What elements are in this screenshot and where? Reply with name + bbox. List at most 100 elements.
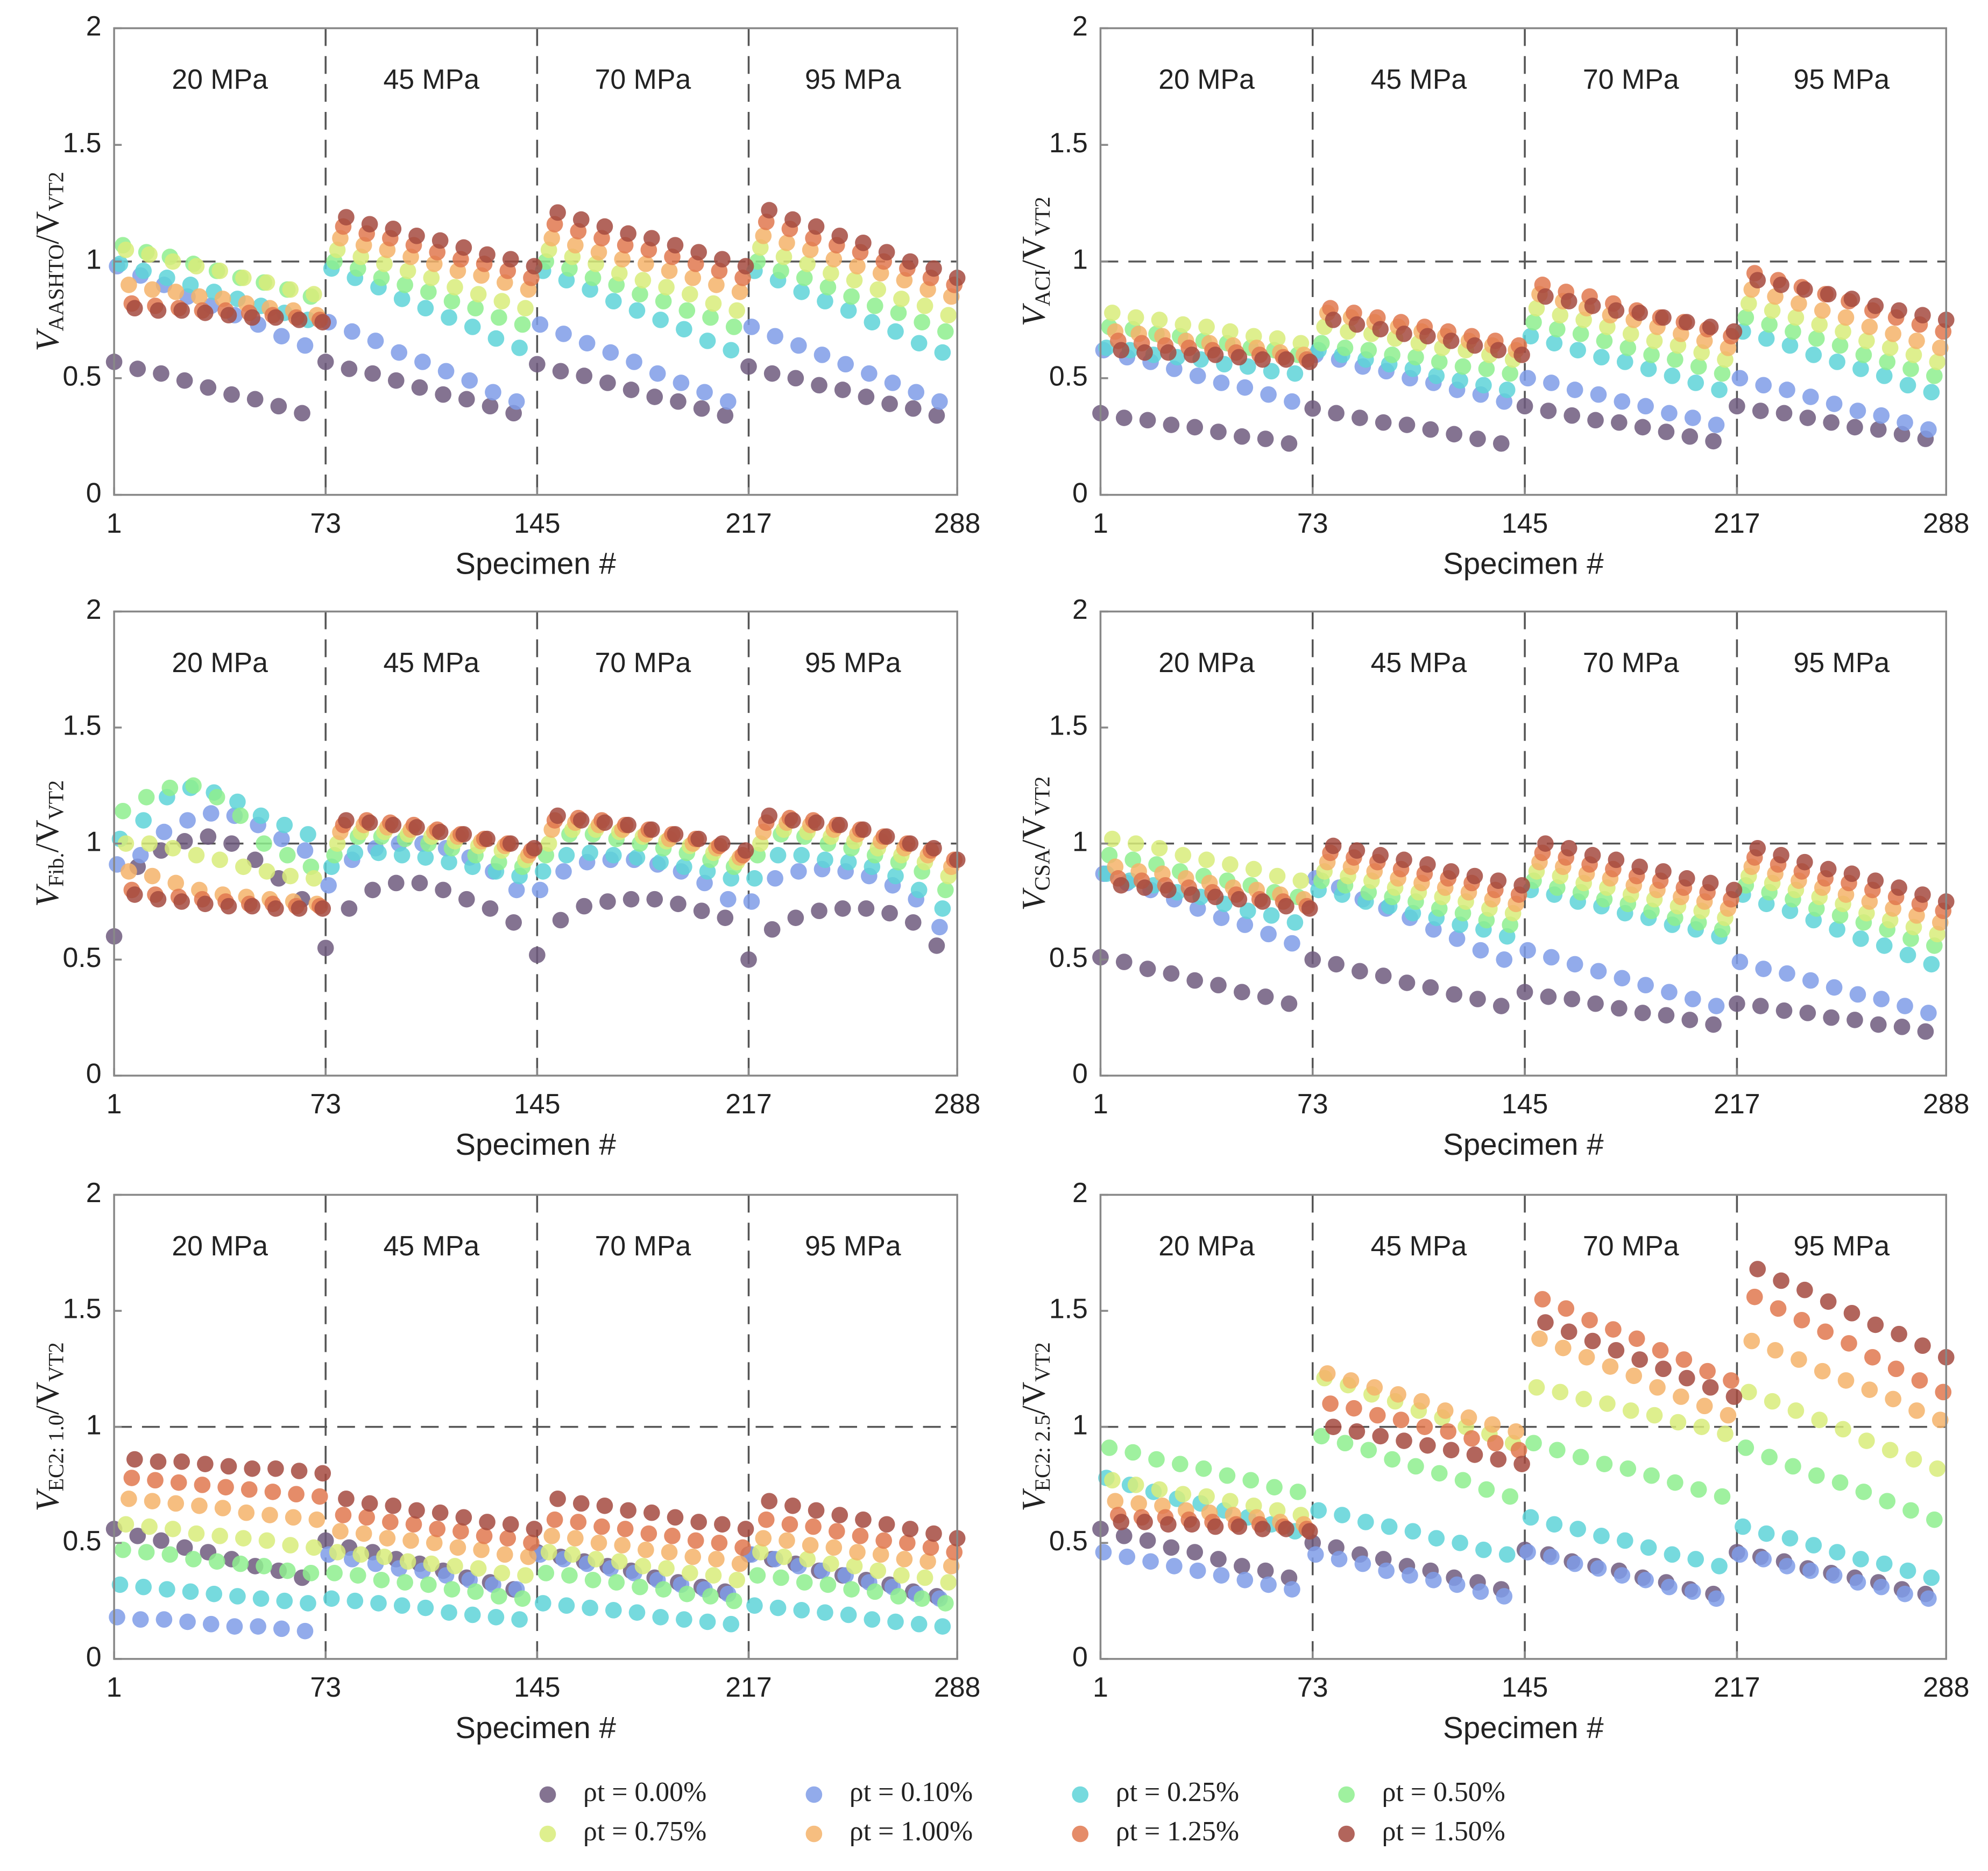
point [1369, 1407, 1386, 1424]
point [1781, 337, 1799, 354]
point [840, 853, 857, 871]
point [1731, 954, 1749, 970]
point [431, 823, 449, 841]
point [482, 398, 499, 415]
point [1873, 407, 1890, 424]
point [1508, 1423, 1524, 1440]
point [206, 1585, 223, 1602]
point [887, 1613, 904, 1630]
point [1731, 370, 1749, 387]
point [202, 1615, 220, 1633]
point [455, 239, 472, 256]
point [626, 354, 642, 370]
point [1163, 1539, 1180, 1556]
point [1614, 1567, 1631, 1584]
point [411, 379, 428, 396]
point [1587, 412, 1604, 429]
point [161, 779, 179, 796]
point [1207, 888, 1224, 906]
point [628, 302, 646, 319]
point [1528, 300, 1545, 317]
point [1558, 1300, 1575, 1317]
point [194, 1477, 211, 1493]
point [596, 1497, 613, 1514]
point [811, 902, 827, 920]
point [1484, 1416, 1501, 1433]
point [1331, 1551, 1348, 1568]
point [1522, 1509, 1539, 1526]
point [1475, 377, 1492, 394]
point [752, 1544, 769, 1561]
panel: 20 MPa 45 MPa 70 MPa 95 MPa 0 0.5 1 1.5 2 1 73 145 2… [1016, 1177, 1970, 1745]
point [540, 1544, 557, 1561]
point [1796, 853, 1813, 871]
point [1876, 1555, 1893, 1572]
point [1213, 1567, 1230, 1584]
point [890, 305, 907, 321]
point [1260, 926, 1277, 943]
point [1490, 872, 1507, 889]
x-axis-label: Specimen # [1443, 1127, 1604, 1161]
point [1929, 354, 1946, 370]
point [834, 382, 851, 398]
point [435, 386, 451, 403]
point [1307, 1546, 1324, 1563]
point [153, 365, 169, 382]
point [1820, 860, 1837, 878]
point [1687, 1551, 1704, 1568]
point [111, 256, 129, 272]
point [1234, 428, 1250, 445]
point [1885, 326, 1901, 342]
point [1498, 1546, 1516, 1563]
y-tick-label: 0.5 [1049, 361, 1088, 392]
point [1605, 1321, 1622, 1338]
point [823, 265, 839, 282]
point [878, 828, 895, 845]
point [1210, 977, 1227, 994]
point [1472, 1583, 1489, 1600]
point [1572, 326, 1589, 342]
point [1407, 1458, 1424, 1475]
point [1775, 405, 1793, 422]
y-axis-label-part: V [1016, 303, 1052, 327]
point [904, 400, 922, 417]
point [1328, 405, 1345, 422]
point [1646, 1407, 1663, 1424]
point [846, 1558, 863, 1575]
point [931, 919, 948, 936]
point [687, 1532, 704, 1549]
point [1923, 956, 1940, 973]
point [1879, 1493, 1896, 1509]
point [940, 1574, 957, 1591]
region-label: 70 MPa [595, 63, 691, 95]
point [244, 898, 261, 915]
point [1596, 1456, 1613, 1472]
point [370, 844, 387, 862]
point [1858, 1432, 1875, 1449]
point [723, 1615, 740, 1633]
point [1905, 347, 1922, 363]
panel: 20 MPa 45 MPa 70 MPa 95 MPa 0 0.5 1 1.5 2 1 73 145 2… [29, 1177, 980, 1745]
y-axis-label-part: V [1016, 1488, 1052, 1512]
x-tick-label: 73 [310, 507, 341, 539]
point [725, 319, 742, 335]
point [256, 1558, 272, 1575]
point [261, 1507, 278, 1523]
point [279, 1562, 296, 1579]
legend-label: ρt = 0.75% [583, 1816, 706, 1847]
y-tick-label: 1 [1072, 825, 1088, 857]
point [796, 270, 813, 286]
point [678, 302, 696, 319]
point [141, 246, 158, 263]
point [605, 1602, 622, 1619]
y-tick-label: 1.5 [62, 710, 101, 741]
region-label: 45 MPa [1371, 63, 1467, 95]
point [1779, 1558, 1795, 1575]
point [1746, 1288, 1763, 1305]
point [1799, 1005, 1816, 1021]
point [1552, 1383, 1569, 1401]
point [300, 1595, 316, 1612]
point [1873, 991, 1890, 1007]
point [296, 1622, 314, 1640]
point [943, 1558, 960, 1575]
